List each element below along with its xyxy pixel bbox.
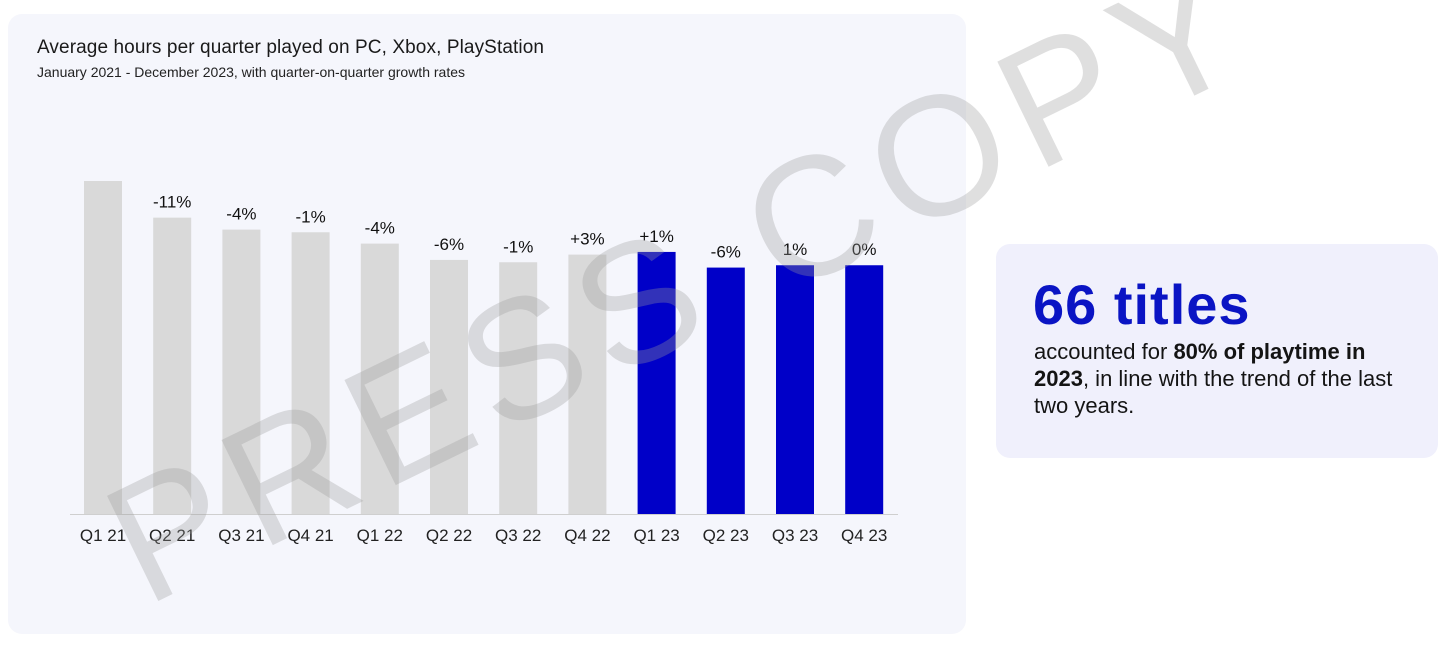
- chart-title: Average hours per quarter played on PC, …: [37, 37, 545, 58]
- bar-q3-23: [776, 265, 814, 514]
- chart-subtitle: January 2021 - December 2023, with quart…: [37, 64, 465, 80]
- growth-label: 0%: [852, 240, 877, 259]
- bar-q4-22: [568, 254, 607, 514]
- x-tick-label: Q4 23: [841, 526, 887, 545]
- x-tick-label: Q4 22: [564, 526, 610, 545]
- bar-q3-21: [222, 229, 261, 515]
- growth-label: -1%: [295, 207, 325, 226]
- callout-headline: 66 titles: [1033, 273, 1251, 336]
- bar-q2-23: [706, 267, 745, 514]
- x-tick-label: Q1 22: [357, 526, 403, 545]
- callout-card: 66 titles accounted for 80% of playtime …: [996, 244, 1438, 458]
- x-tick-label: Q3 23: [772, 526, 818, 545]
- callout-body: accounted for 80% of playtime in 2023, i…: [1034, 338, 1414, 419]
- growth-label: -1%: [503, 237, 533, 256]
- growth-label: 1%: [783, 240, 808, 259]
- x-tick-label: Q3 21: [218, 526, 264, 545]
- callout-body-bold: 80% of playtime in 2023: [1034, 339, 1366, 391]
- bar-q4-21: [291, 232, 330, 515]
- callout-body-prefix: accounted for: [1034, 339, 1174, 364]
- growth-label: +1%: [639, 227, 674, 246]
- growth-label: -4%: [365, 219, 395, 238]
- bar-q1-22: [360, 243, 399, 514]
- x-tick-label: Q4 21: [287, 526, 333, 545]
- x-tick-label: Q1 21: [80, 526, 126, 545]
- callout-body-suffix: , in line with the trend of the last two…: [1034, 366, 1393, 418]
- bar-q2-22: [430, 259, 468, 514]
- x-tick-label: Q3 22: [495, 526, 541, 545]
- bar-q2-21: [153, 217, 192, 514]
- growth-label: +3%: [570, 230, 605, 249]
- x-tick-label: Q2 22: [426, 526, 472, 545]
- x-tick-label: Q2 21: [149, 526, 195, 545]
- bar-q3-22: [499, 262, 538, 514]
- growth-label: -11%: [153, 193, 191, 212]
- bar-q4-23: [845, 265, 884, 514]
- bar-q1-21: [84, 181, 122, 514]
- bar-chart: Q1 21 -11% Q2 21 -4% Q3 21 -1% Q4 21 -4% Q1 22 -6…: [70, 181, 898, 545]
- x-tick-label: Q1 23: [633, 526, 679, 545]
- growth-label: -6%: [711, 243, 741, 262]
- x-tick-label: Q2 23: [703, 526, 749, 545]
- growth-label: -6%: [434, 235, 464, 254]
- chart-card: Average hours per quarter played on PC, …: [8, 14, 966, 634]
- bar-q1-23: [637, 251, 676, 514]
- growth-label: -4%: [226, 205, 256, 224]
